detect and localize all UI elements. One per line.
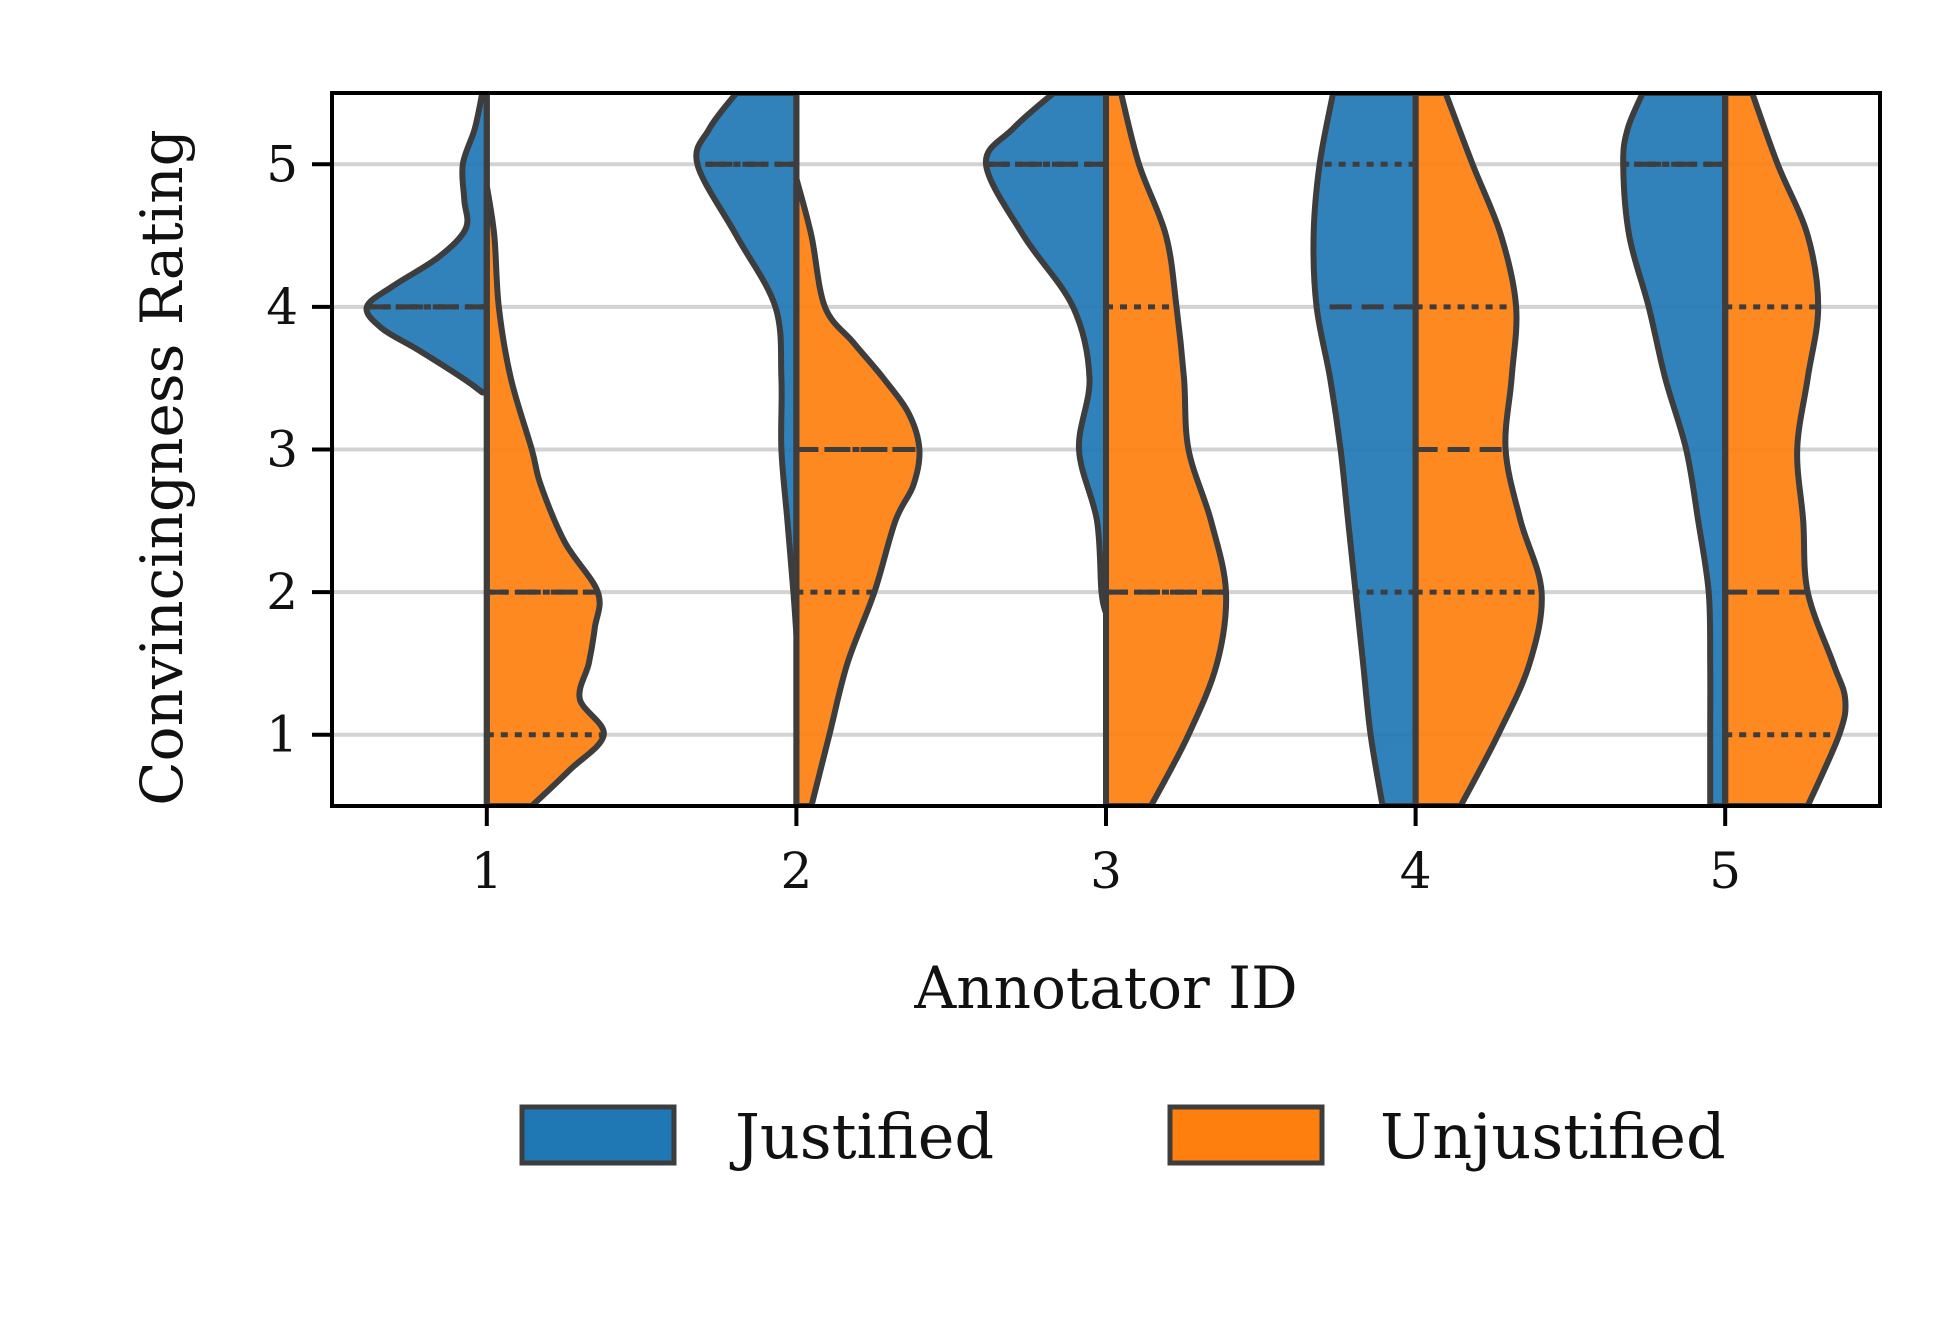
violin-justified-1 xyxy=(363,93,490,396)
x-tick-label: 1 xyxy=(471,842,503,900)
violin-justified-3 xyxy=(982,93,1109,617)
legend-label-unjustified: Unjustified xyxy=(1380,1100,1726,1173)
x-tick-label: 4 xyxy=(1400,842,1432,900)
violin-layer xyxy=(363,93,1849,806)
legend-swatch-unjustified xyxy=(1167,1104,1325,1166)
legend-swatch-justified xyxy=(519,1104,677,1166)
tick-layer: 1 2 3 4 5 1 2 3 4 5 xyxy=(266,135,1741,900)
violin-justified-5 xyxy=(1620,93,1729,806)
violin-unjustified-1 xyxy=(483,182,607,806)
legend-label-justified: Justified xyxy=(729,1100,994,1173)
y-tick-label: 3 xyxy=(266,421,298,479)
violin-justified-2 xyxy=(693,93,800,638)
x-tick-label: 5 xyxy=(1709,842,1741,900)
violin-unjustified-2 xyxy=(793,175,923,806)
y-tick-label: 1 xyxy=(266,706,298,764)
violin-unjustified-5 xyxy=(1722,93,1849,806)
y-tick-label: 2 xyxy=(266,563,298,621)
y-tick-label: 5 xyxy=(266,135,298,193)
legend: Justified Unjustified xyxy=(519,1100,1726,1173)
x-tick-label: 3 xyxy=(1090,842,1122,900)
violin-unjustified-3 xyxy=(1103,93,1230,806)
x-tick-label: 2 xyxy=(780,842,812,900)
y-tick-label: 4 xyxy=(266,278,298,336)
violin-justified-4 xyxy=(1310,93,1419,806)
y-axis-title: Convincingness Rating xyxy=(128,129,196,805)
x-axis-title: Annotator ID xyxy=(913,954,1297,1022)
violin-unjustified-4 xyxy=(1412,93,1545,806)
